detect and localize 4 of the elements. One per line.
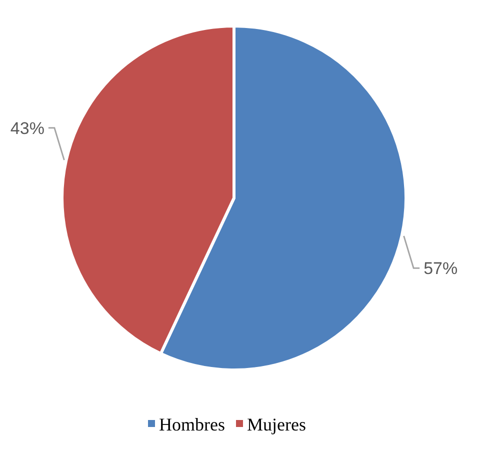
data-label: 43% xyxy=(10,118,44,138)
legend-label: Hombres xyxy=(159,414,225,434)
legend-label: Mujeres xyxy=(247,414,306,434)
data-label: 57% xyxy=(424,259,458,278)
